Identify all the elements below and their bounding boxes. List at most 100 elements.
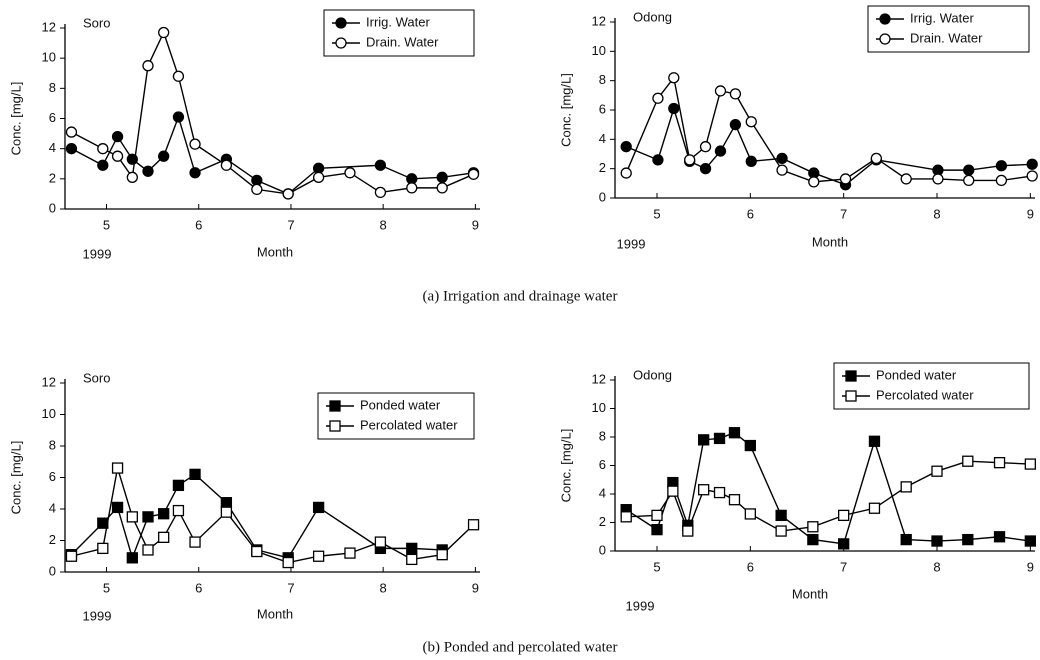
chart-title: Soro bbox=[83, 15, 110, 30]
marker bbox=[374, 159, 387, 171]
y-tick-label: 12 bbox=[42, 19, 56, 34]
y-tick-label: 10 bbox=[592, 43, 606, 58]
marker bbox=[97, 143, 109, 155]
marker bbox=[684, 154, 696, 166]
marker bbox=[1024, 535, 1036, 547]
marker bbox=[467, 168, 480, 180]
x-sublabel: 1999 bbox=[617, 236, 646, 251]
marker bbox=[775, 509, 787, 522]
legend: Ponded water Percolated water bbox=[833, 362, 1030, 410]
marker bbox=[251, 545, 263, 558]
marker bbox=[900, 533, 912, 546]
marker bbox=[652, 154, 664, 166]
marker bbox=[142, 60, 154, 72]
y-tick-label: 12 bbox=[592, 13, 606, 28]
marker bbox=[126, 552, 138, 564]
series-line bbox=[625, 106, 1033, 186]
marker bbox=[879, 33, 891, 45]
marker bbox=[189, 138, 201, 150]
x-tick-label: 6 bbox=[195, 217, 202, 232]
marker bbox=[1026, 158, 1038, 170]
legend-box bbox=[323, 9, 475, 57]
series-line bbox=[71, 114, 474, 195]
y-tick-label: 10 bbox=[42, 406, 56, 421]
marker bbox=[97, 159, 109, 171]
x-tick-label: 8 bbox=[933, 206, 940, 221]
x-sublabel: 1999 bbox=[83, 608, 112, 623]
marker bbox=[436, 171, 448, 183]
marker bbox=[220, 497, 233, 509]
caption: (a) Irrigation and drainage water bbox=[423, 288, 618, 304]
legend-label: Drain. Water bbox=[910, 30, 983, 45]
marker bbox=[467, 519, 480, 531]
marker bbox=[142, 165, 154, 177]
marker bbox=[714, 85, 727, 97]
marker bbox=[776, 152, 788, 165]
y-axis-label: Conc. [mg/L] bbox=[8, 441, 23, 515]
marker bbox=[189, 167, 201, 179]
marker bbox=[142, 544, 154, 556]
x-axis-label: Month bbox=[257, 244, 293, 259]
y-tick-label: 6 bbox=[49, 469, 56, 484]
marker bbox=[374, 536, 387, 548]
marker bbox=[220, 506, 233, 518]
marker bbox=[932, 173, 944, 185]
y-tick-label: 8 bbox=[49, 437, 56, 452]
marker bbox=[436, 182, 448, 194]
marker bbox=[808, 176, 820, 188]
y-tick-label: 0 bbox=[49, 563, 56, 578]
legend-box bbox=[317, 392, 475, 440]
legend-box bbox=[867, 5, 1030, 53]
legend-label: Percolated water bbox=[876, 387, 974, 402]
marker bbox=[65, 126, 78, 138]
marker bbox=[995, 174, 1008, 187]
marker bbox=[436, 549, 448, 561]
marker bbox=[620, 141, 632, 153]
y-tick-label: 2 bbox=[49, 170, 56, 185]
x-sublabel: 1999 bbox=[83, 246, 112, 261]
x-tick-label: 9 bbox=[1027, 206, 1034, 221]
chart-title: Soro bbox=[83, 370, 110, 385]
marker bbox=[729, 88, 742, 100]
marker bbox=[158, 26, 170, 39]
marker bbox=[838, 509, 850, 522]
marker bbox=[312, 501, 325, 514]
marker bbox=[97, 542, 109, 555]
x-tick-label: 5 bbox=[103, 580, 110, 595]
marker bbox=[962, 533, 974, 546]
marker bbox=[845, 370, 857, 382]
marker bbox=[963, 174, 975, 187]
marker bbox=[699, 163, 712, 175]
x-tick-label: 9 bbox=[472, 217, 479, 232]
marker bbox=[344, 547, 356, 559]
x-axis-label: Month bbox=[792, 586, 828, 601]
marker bbox=[900, 173, 912, 185]
marker bbox=[406, 182, 418, 194]
marker bbox=[189, 536, 201, 548]
marker bbox=[406, 553, 418, 566]
marker bbox=[158, 508, 170, 520]
marker bbox=[668, 72, 680, 84]
legend-label: Ponded water bbox=[360, 397, 441, 412]
marker bbox=[807, 533, 819, 546]
marker bbox=[65, 550, 78, 562]
marker bbox=[172, 479, 185, 492]
marker bbox=[713, 486, 726, 499]
legend: Irrig. Water Drain. Water bbox=[867, 5, 1030, 53]
marker bbox=[282, 556, 294, 569]
marker bbox=[868, 502, 881, 514]
marker bbox=[620, 167, 632, 179]
marker bbox=[962, 455, 974, 467]
marker bbox=[65, 143, 78, 155]
marker bbox=[698, 484, 710, 496]
marker bbox=[652, 92, 664, 104]
caption: (b) Ponded and percolated water bbox=[423, 639, 618, 655]
y-tick-label: 2 bbox=[599, 514, 606, 529]
marker bbox=[714, 145, 727, 157]
x-tick-label: 7 bbox=[840, 559, 847, 574]
legend-label: Irrig. Water bbox=[366, 14, 430, 29]
x-axis-label: Month bbox=[257, 606, 293, 621]
marker bbox=[728, 427, 741, 439]
y-tick-label: 2 bbox=[599, 160, 606, 175]
